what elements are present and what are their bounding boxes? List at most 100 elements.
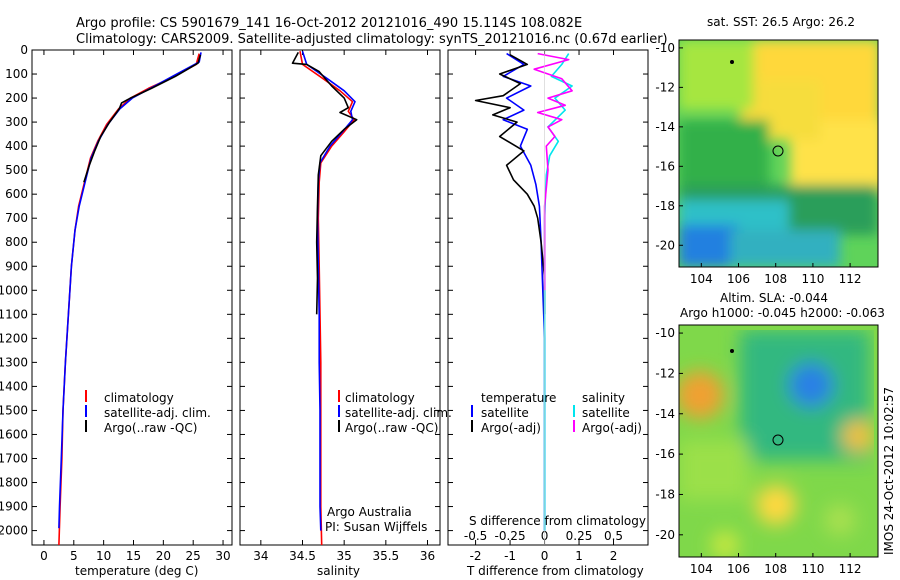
map-y-tick-label: -10: [655, 326, 675, 340]
map-x-tick-label: 110: [801, 272, 824, 286]
legend-label-satellite: satellite-adj. clim.: [104, 406, 211, 420]
difference-series: [474, 50, 573, 545]
map-y-tick-label: -16: [655, 447, 675, 461]
x-tick-label: 10: [96, 549, 111, 563]
x-tick-label: 36: [420, 549, 435, 563]
s-tick-label: 0.25: [566, 529, 593, 543]
depth-tick-label: 1700: [0, 451, 28, 465]
depth-tick-label: 1100: [0, 307, 28, 321]
map-y-tick-label: -14: [655, 120, 675, 134]
x-tick-label: 0: [541, 549, 549, 563]
salinity-series: [291, 50, 358, 545]
map-x-tick-label: 108: [764, 272, 787, 286]
depth-tick-label: 1500: [0, 403, 28, 417]
temperature-xticks: 0 5 10 15 20 25 30: [40, 50, 231, 563]
sla-map-subtitle: Argo h1000: -0.045 h2000: -0.063: [680, 306, 885, 320]
s-tick-label: -0.5: [464, 529, 487, 543]
legend-label-t-satellite: satellite: [481, 406, 529, 420]
map-x-tick-label: 112: [839, 562, 862, 576]
depth-tick-label: 200: [5, 91, 28, 105]
sla-map: Altim. SLA: -0.044 Argo h1000: -0.045 h2…: [655, 291, 885, 576]
temperature-axes: [31, 49, 233, 546]
sst-profile-marker: [772, 145, 784, 157]
map-x-tick-label: 108: [764, 562, 787, 576]
x-tick-label: 15: [126, 549, 141, 563]
map-y-tick-label: -10: [655, 41, 675, 55]
series-climatology: [58, 53, 200, 545]
annotation-line-2: PI: Susan Wijffels: [325, 520, 427, 534]
s-tick-label: -0.25: [495, 529, 526, 543]
legend-label-climatology: climatology: [345, 391, 415, 405]
difference-axes: [447, 49, 649, 546]
depth-tick-label: 1800: [0, 476, 28, 490]
legend-title-temperature: temperature: [481, 391, 556, 405]
x-tick-label: 5: [70, 549, 78, 563]
depth-tick-label: 1900: [0, 500, 28, 514]
depth-tick-label: 400: [5, 139, 28, 153]
temperature-panel: 0100200300400500600700800900100011001200…: [0, 43, 648, 578]
map-y-tick-label: -20: [655, 528, 675, 542]
depth-tick-label: 1000: [0, 283, 28, 297]
sst-map-title: sat. SST: 26.5 Argo: 26.2: [707, 15, 855, 29]
legend-label-climatology: climatology: [104, 391, 174, 405]
x-tick-label: 35: [337, 549, 352, 563]
legend-label-s-satellite: satellite: [582, 406, 630, 420]
x-tick-label: 30: [215, 549, 230, 563]
map-y-tick-label: -20: [655, 238, 675, 252]
map-x-tick-label: 110: [801, 562, 824, 576]
sla-float-track: [730, 349, 734, 353]
sst-map: sat. SST: 26.5 Argo: 26.2 104 106 108 110 11…: [655, 15, 879, 286]
sst-map-frame: [678, 39, 879, 268]
t-difference-xlabel: T difference from climatology: [466, 564, 644, 578]
difference-panel: -2 -1 0 1 2-0.5 -0.25 0 0.25 0.5 S difference fr…: [447, 49, 649, 578]
temperature-series: [58, 52, 202, 545]
depth-tick-label: 1400: [0, 379, 28, 393]
x-tick-label: 34.5: [289, 549, 316, 563]
map-x-tick-label: 106: [727, 272, 750, 286]
salinity-xticks: 34 34.5 35 35.5 36: [253, 50, 435, 563]
map-x-tick-label: 104: [690, 272, 713, 286]
x-tick-label: 2: [610, 549, 618, 563]
sst-float-track: [730, 60, 734, 64]
legend-label-argo: Argo(..raw -QC): [104, 421, 197, 435]
difference-xticks: -2 -1 0 1 2-0.5 -0.25 0 0.25 0.5: [464, 50, 623, 563]
depth-tick-label: 1200: [0, 331, 28, 345]
series-argo-raw-qc-: [291, 52, 358, 315]
depth-tick-label: 100: [5, 67, 28, 81]
depth-tick-label: 2000: [0, 524, 28, 538]
side-stamp: IMOS 24-Oct-2012 10:02:57: [882, 387, 896, 555]
x-tick-label: 35.5: [372, 549, 399, 563]
x-tick-label: -1: [504, 549, 516, 563]
salinity-axes: [239, 49, 441, 546]
depth-tick-label: 1600: [0, 427, 28, 441]
depth-tick-label: 800: [5, 235, 28, 249]
depth-tick-label: 0: [20, 43, 28, 57]
series-argo-raw-qc-: [83, 54, 202, 183]
series-t-argo-adj-: [474, 54, 546, 315]
series-s-satellite: [543, 53, 573, 531]
depth-tick-label: 500: [5, 163, 28, 177]
map-x-tick-label: 112: [839, 272, 862, 286]
legend-label-s-argo: Argo(-adj): [582, 421, 642, 435]
x-tick-label: 0: [40, 549, 48, 563]
header-line-2: Climatology: CARS2009. Satellite-adjuste…: [76, 32, 668, 47]
sla-map-ticks: 104 106 108 110 112 -10 -12 -14 -16 -18 -20: [655, 326, 861, 576]
series-s-argo-adj-: [533, 52, 573, 291]
map-x-tick-label: 104: [690, 562, 713, 576]
depth-tick-label: 1300: [0, 355, 28, 369]
salinity-xlabel: salinity: [317, 564, 360, 578]
map-y-tick-label: -12: [655, 80, 675, 94]
legend-label-argo: Argo(..raw -QC): [345, 421, 438, 435]
salinity-legend: climatology satellite-adj. clim. Argo(..…: [338, 390, 452, 435]
depth-tick-label: 700: [5, 211, 28, 225]
series-satellite-adj-clim-: [301, 50, 356, 531]
depth-tick-label: 900: [5, 259, 28, 273]
depth-ticks: 0 100 200 300 400 500 600 700 800 900 1000 1100 1200…: [0, 43, 648, 538]
x-tick-label: 25: [186, 549, 201, 563]
header-line-1: Argo profile: CS 5901679_141 16-Oct-2012…: [76, 16, 582, 31]
x-tick-label: -2: [470, 549, 482, 563]
salinity-panel: 34 34.5 35 35.5 36 salinity climatology sate…: [239, 49, 452, 578]
temperature-legend: climatology satellite-adj. clim. Argo(..…: [85, 390, 211, 435]
map-y-tick-label: -18: [655, 487, 675, 501]
x-tick-label: 34: [253, 549, 268, 563]
